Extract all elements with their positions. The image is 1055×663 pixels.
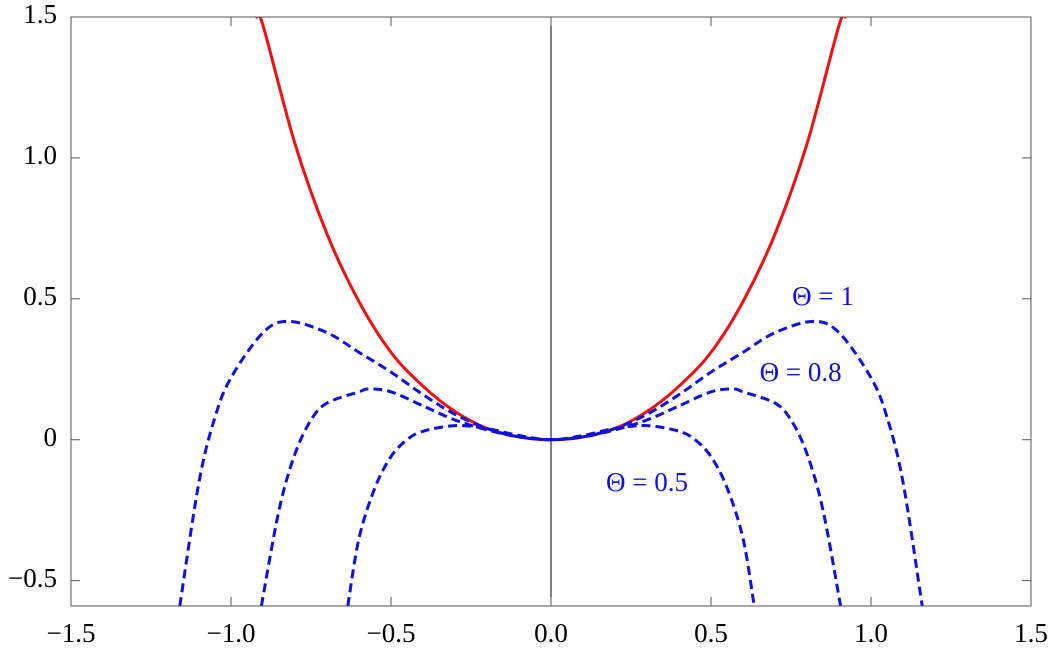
series-label: Θ = 0.8 [760,357,842,387]
y-tick-label: 0 [44,422,58,452]
y-tick-label: −0.5 [8,563,57,593]
x-tick-label: 0.0 [534,618,568,648]
x-tick-label: −1.5 [47,618,96,648]
x-tick-label: 0.5 [694,618,728,648]
x-tick-label: −0.5 [367,618,416,648]
y-tick-label: 0.5 [23,281,57,311]
y-tick-label: 1.5 [23,0,57,29]
series-label: Θ = 1 [792,281,854,311]
x-tick-label: −1.0 [207,618,256,648]
series-label: Θ = 0.5 [606,467,688,497]
y-tick-label: 1.0 [23,140,57,170]
x-tick-label: 1.0 [854,618,888,648]
x-tick-label: 1.5 [1014,618,1048,648]
